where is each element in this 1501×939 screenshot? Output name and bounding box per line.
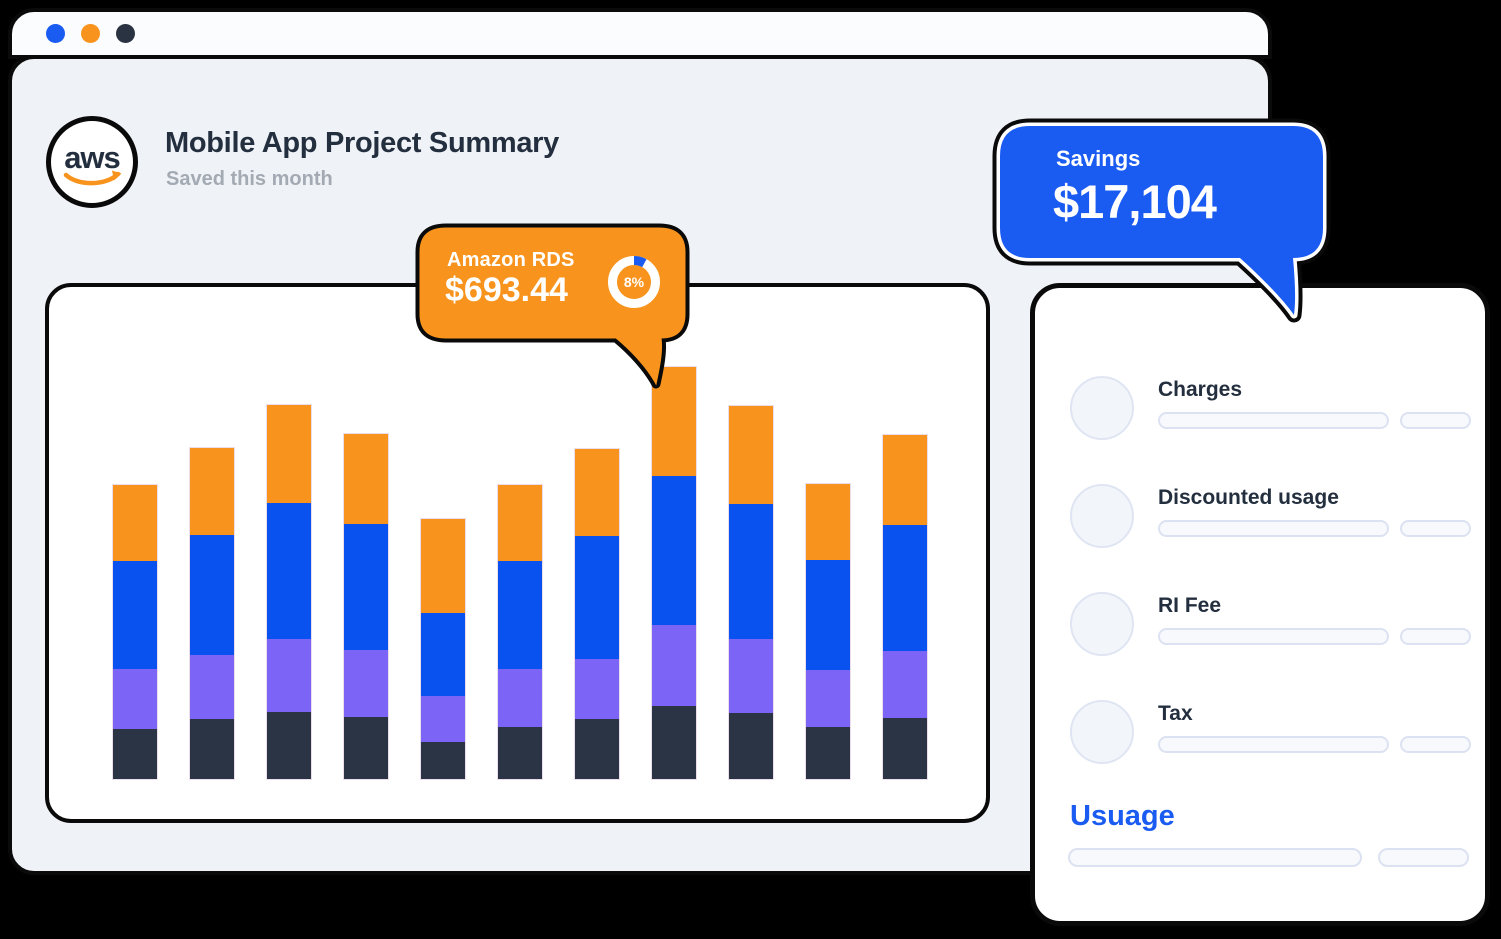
bar-segment-blue xyxy=(806,560,850,670)
panel-row-discounted-usage: Discounted usage xyxy=(1070,484,1475,552)
bar-segment-blue xyxy=(344,524,388,650)
avatar-placeholder xyxy=(1070,484,1134,548)
row-label: Tax xyxy=(1158,702,1193,725)
bar-segment-blue xyxy=(883,525,927,651)
stacked-bar-10 xyxy=(805,483,851,780)
bar-segment-blue xyxy=(267,503,311,639)
skeleton-bar-short xyxy=(1378,848,1469,867)
bar-segment-orange xyxy=(421,519,465,613)
bar-segment-dark-navy xyxy=(498,727,542,779)
bar-segment-dark-navy xyxy=(806,727,850,779)
bar-segment-purple xyxy=(190,655,234,719)
row-label: Charges xyxy=(1158,378,1243,401)
bar-segment-orange xyxy=(575,449,619,536)
bar-segment-dark-navy xyxy=(729,713,773,779)
stacked-bar-1 xyxy=(112,484,158,780)
page-title: Mobile App Project Summary xyxy=(165,127,559,159)
skeleton-bar-long xyxy=(1158,520,1389,538)
bar-segment-dark-navy xyxy=(575,719,619,779)
stacked-bar-9 xyxy=(728,405,774,780)
bar-segment-purple xyxy=(652,625,696,706)
avatar-placeholder xyxy=(1070,592,1134,656)
panel-row-ri-fee: RI Fee xyxy=(1070,592,1475,660)
bar-segment-blue xyxy=(498,561,542,669)
skeleton-bar-long xyxy=(1158,736,1389,754)
bar-segment-dark-navy xyxy=(883,718,927,779)
skeleton-bar-long xyxy=(1158,412,1389,430)
browser-titlebar xyxy=(8,8,1272,59)
bar-segment-blue xyxy=(652,476,696,625)
avatar-placeholder xyxy=(1070,376,1134,440)
bar-segment-orange xyxy=(190,448,234,535)
skeleton-bar-short xyxy=(1400,736,1471,754)
stacked-bar-5 xyxy=(420,518,466,780)
bar-segment-purple xyxy=(113,669,157,729)
bar-segment-dark-navy xyxy=(113,729,157,779)
bar-segment-orange xyxy=(344,434,388,524)
window-control-dot-dark[interactable] xyxy=(116,24,135,43)
stacked-bar-8 xyxy=(651,366,697,780)
bar-segment-orange xyxy=(652,367,696,476)
avatar-placeholder xyxy=(1070,700,1134,764)
skeleton-bar-long xyxy=(1068,848,1362,867)
bar-segment-orange xyxy=(498,485,542,561)
aws-swoosh-arrow-icon xyxy=(112,170,122,181)
panel-row-charges: Charges xyxy=(1070,376,1475,444)
bar-segment-dark-navy xyxy=(190,719,234,779)
bar-segment-orange xyxy=(729,406,773,504)
bar-segment-purple xyxy=(883,651,927,718)
stacked-bar-4 xyxy=(343,433,389,780)
bar-segment-blue xyxy=(729,504,773,639)
stacked-bar-6 xyxy=(497,484,543,780)
bar-segment-purple xyxy=(806,670,850,727)
aws-logo: aws xyxy=(46,116,138,208)
stacked-bar-3 xyxy=(266,404,312,780)
bar-segment-orange xyxy=(113,485,157,561)
skeleton-bar-short xyxy=(1400,628,1471,646)
skeleton-bar-long xyxy=(1158,628,1389,646)
bar-segment-blue xyxy=(421,613,465,696)
bar-segment-dark-navy xyxy=(267,712,311,779)
aws-logo-text: aws xyxy=(64,140,120,175)
bar-segment-orange xyxy=(883,435,927,525)
bar-chart xyxy=(45,283,990,823)
stacked-bar-7 xyxy=(574,448,620,780)
stacked-bar-2 xyxy=(189,447,235,780)
window-control-dot-blue[interactable] xyxy=(46,24,65,43)
usuage-skeleton-row xyxy=(1068,848,1469,867)
bar-segment-blue xyxy=(113,561,157,669)
stacked-bar-11 xyxy=(882,434,928,780)
window-control-dot-orange[interactable] xyxy=(81,24,100,43)
bar-segment-dark-navy xyxy=(421,742,465,779)
bar-segment-orange xyxy=(806,484,850,560)
bar-segment-dark-navy xyxy=(344,717,388,779)
bar-segment-purple xyxy=(421,696,465,742)
aws-logo-graphic: aws xyxy=(63,140,122,186)
bar-segment-dark-navy xyxy=(652,706,696,779)
bar-segment-blue xyxy=(190,535,234,655)
bar-segment-purple xyxy=(575,659,619,719)
usuage-heading: Usuage xyxy=(1070,800,1175,832)
bar-segment-purple xyxy=(344,650,388,717)
skeleton-bar-short xyxy=(1400,412,1471,430)
cost-breakdown-panel: Charges Discounted usage RI Fee xyxy=(1030,283,1490,926)
aws-smile-swoosh-icon xyxy=(63,171,121,186)
bar-segment-purple xyxy=(267,639,311,712)
bar-segment-blue xyxy=(575,536,619,659)
skeleton-bar-short xyxy=(1400,520,1471,538)
panel-row-tax: Tax xyxy=(1070,700,1475,768)
bar-segment-purple xyxy=(729,639,773,713)
bar-segment-purple xyxy=(498,669,542,727)
row-label: RI Fee xyxy=(1158,594,1222,617)
bar-segment-orange xyxy=(267,405,311,503)
page-subtitle: Saved this month xyxy=(166,168,333,190)
row-label: Discounted usage xyxy=(1158,486,1339,509)
